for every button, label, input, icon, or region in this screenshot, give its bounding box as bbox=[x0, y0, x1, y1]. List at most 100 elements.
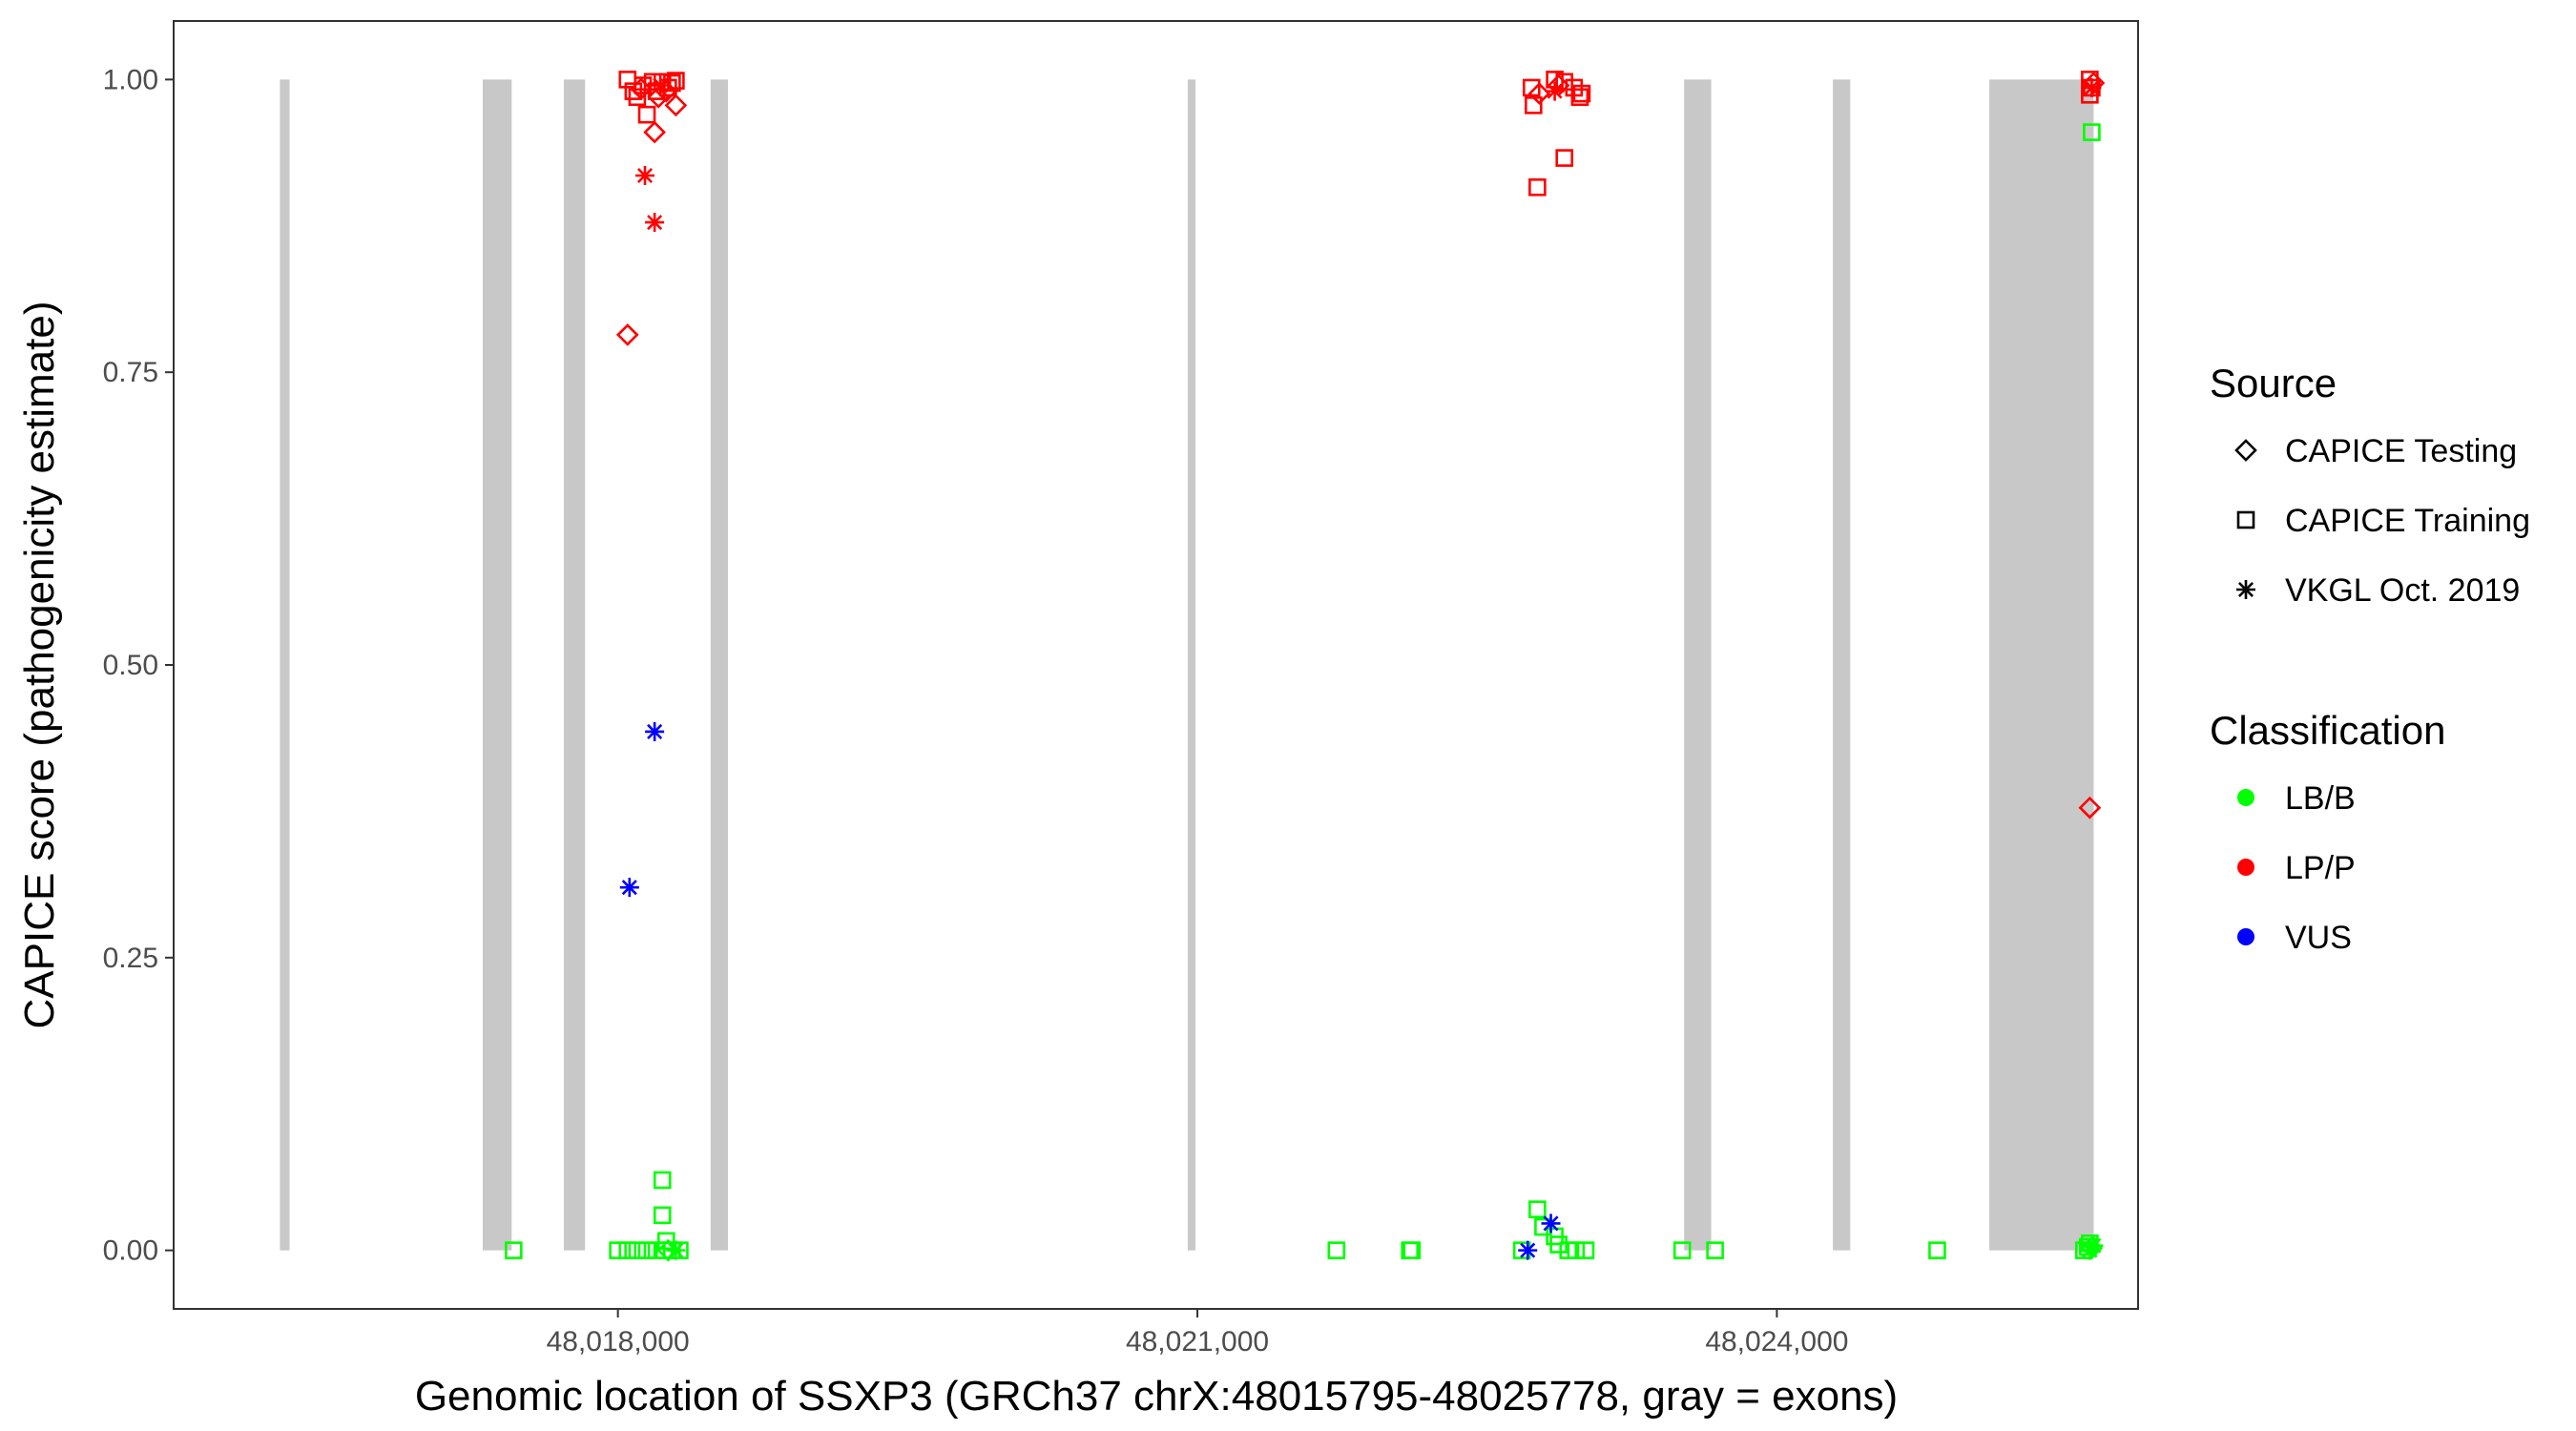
exon-band bbox=[1989, 79, 2094, 1251]
x-tick-label: 48,024,000 bbox=[1705, 1326, 1848, 1358]
legend-key-diamond bbox=[2234, 439, 2257, 462]
data-point bbox=[1549, 1235, 1568, 1254]
legend-key-asterisk bbox=[2236, 580, 2255, 599]
data-point-shape bbox=[1576, 1241, 1595, 1259]
data-point-shape bbox=[2082, 72, 2106, 94]
legend-key-color-shape bbox=[2237, 928, 2254, 945]
legend-key-diamond-shape bbox=[2234, 439, 2257, 462]
data-point-stroke bbox=[2086, 1237, 2102, 1254]
data-point bbox=[1555, 149, 1573, 167]
data-point bbox=[505, 1241, 523, 1259]
exon-band bbox=[280, 79, 290, 1251]
data-point bbox=[647, 85, 671, 109]
y-axis-title: CAPICE score (pathogenicity estimate) bbox=[16, 301, 63, 1029]
data-point bbox=[624, 82, 643, 100]
data-point bbox=[653, 73, 672, 92]
data-point bbox=[1567, 1241, 1586, 1259]
x-axis-title: Genomic location of SSXP3 (GRCh37 chrX:4… bbox=[415, 1373, 1898, 1420]
data-point bbox=[653, 1171, 672, 1190]
data-point bbox=[618, 1241, 637, 1259]
data-point bbox=[666, 1240, 686, 1260]
data-point-shape bbox=[615, 323, 639, 346]
data-point-shape bbox=[2078, 796, 2102, 819]
data-point bbox=[645, 213, 665, 233]
legend-class-keys bbox=[2237, 789, 2254, 945]
data-point-shape bbox=[1572, 84, 1591, 103]
data-point-shape bbox=[637, 1241, 656, 1259]
data-point-stroke bbox=[647, 215, 663, 231]
data-point-stroke bbox=[2084, 79, 2100, 95]
legend-source-keys bbox=[2234, 439, 2257, 599]
data-point bbox=[643, 120, 666, 144]
data-point-shape bbox=[637, 105, 656, 124]
data-point-shape bbox=[1567, 1241, 1586, 1259]
data-point bbox=[667, 72, 685, 90]
legend-key-color bbox=[2237, 789, 2254, 806]
data-point bbox=[2082, 77, 2102, 97]
legend-key-color bbox=[2237, 928, 2254, 945]
exon-bands bbox=[280, 79, 2094, 1251]
data-point bbox=[1545, 81, 1565, 101]
data-point bbox=[651, 75, 671, 95]
data-point bbox=[2083, 123, 2101, 141]
data-point bbox=[1928, 1241, 1946, 1259]
data-point-stroke bbox=[621, 880, 637, 896]
legend-source-label-vkgl: VKGL Oct. 2019 bbox=[2285, 572, 2520, 609]
data-point-stroke bbox=[668, 1242, 684, 1258]
data-point bbox=[1541, 1213, 1561, 1234]
x-tick-label: 48,021,000 bbox=[1126, 1326, 1269, 1358]
data-point-shape bbox=[1402, 1241, 1422, 1259]
exon-band bbox=[482, 79, 512, 1251]
data-point bbox=[2082, 72, 2106, 94]
data-point-stroke bbox=[636, 167, 654, 184]
data-point-shape bbox=[667, 72, 685, 90]
data-point-shape bbox=[1327, 1241, 1346, 1259]
data-point bbox=[1706, 1241, 1724, 1259]
legend: Source CAPICE Testing CAPICE Training VK… bbox=[2210, 361, 2530, 956]
legend-source-label-testing: CAPICE Testing bbox=[2285, 433, 2517, 469]
legend-key-color-shape bbox=[2237, 789, 2254, 806]
data-point-shape bbox=[628, 1241, 647, 1259]
legend-class-label-vus: VUS bbox=[2285, 920, 2352, 956]
y-tick-label: 0.25 bbox=[103, 943, 158, 974]
data-point bbox=[656, 1232, 675, 1251]
data-point bbox=[1327, 1241, 1346, 1259]
data-point bbox=[1570, 88, 1589, 107]
data-point-shape bbox=[628, 88, 647, 107]
data-point bbox=[615, 323, 639, 346]
data-point bbox=[1402, 1241, 1422, 1259]
legend-class-title: Classification bbox=[2210, 708, 2445, 753]
data-point-shape bbox=[1528, 177, 1547, 197]
data-point bbox=[1528, 177, 1547, 197]
data-point bbox=[1528, 1200, 1547, 1218]
data-point-shape bbox=[2083, 123, 2101, 141]
data-point bbox=[609, 1241, 627, 1259]
data-point-shape bbox=[643, 120, 666, 144]
data-point bbox=[645, 721, 665, 741]
data-point bbox=[630, 77, 653, 101]
data-point-shape bbox=[656, 1238, 680, 1262]
data-point bbox=[1572, 84, 1591, 103]
data-point-shape bbox=[618, 1241, 637, 1259]
data-point-shape bbox=[653, 1206, 672, 1225]
data-point-shape bbox=[1549, 1235, 1568, 1254]
data-point bbox=[664, 93, 688, 117]
legend-key-color bbox=[2237, 859, 2254, 876]
data-point bbox=[1576, 1241, 1595, 1259]
legend-source-title: Source bbox=[2210, 361, 2337, 405]
data-point-shape bbox=[624, 82, 643, 100]
x-axis: 48,018,000 48,021,000 48,024,000 bbox=[547, 1309, 1848, 1358]
y-tick-label: 0.00 bbox=[103, 1235, 158, 1267]
data-point-stroke bbox=[1543, 1215, 1559, 1232]
data-point bbox=[637, 1241, 656, 1259]
y-tick-label: 0.75 bbox=[103, 357, 158, 388]
data-point bbox=[656, 1238, 680, 1262]
legend-key-square bbox=[2236, 510, 2255, 529]
data-point bbox=[2084, 1235, 2104, 1255]
data-point-shape bbox=[664, 93, 688, 117]
data-point bbox=[628, 88, 647, 107]
data-point bbox=[653, 1206, 672, 1225]
data-point-shape bbox=[609, 1241, 627, 1259]
